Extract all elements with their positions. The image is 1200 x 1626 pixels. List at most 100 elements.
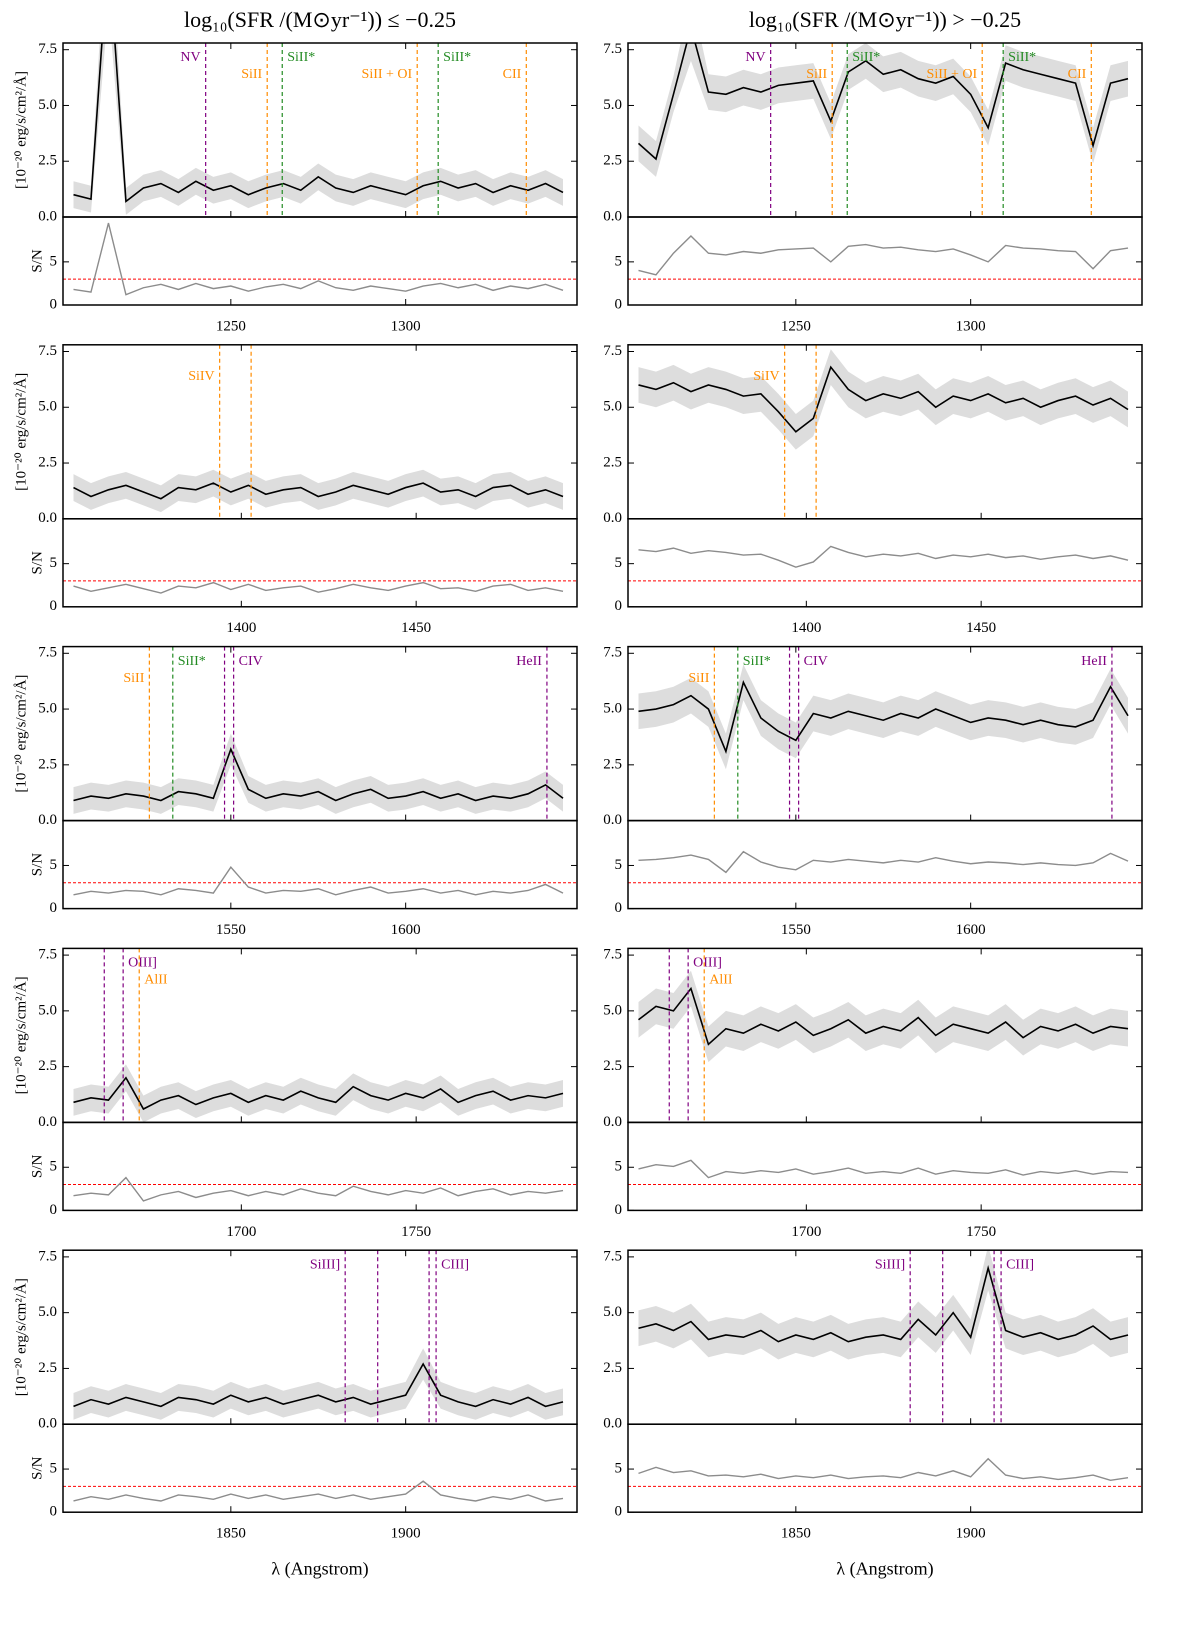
line-label: SiII*: [287, 50, 315, 65]
error-band: [638, 349, 1129, 450]
snr-tick-label: 0: [50, 1202, 58, 1218]
snr-tick-label: 0: [50, 900, 58, 916]
x-tick-label: 1550: [216, 922, 246, 938]
y-tick-label: 5.0: [38, 97, 57, 113]
x-tick-label: 1700: [226, 1224, 256, 1240]
error-band: [73, 43, 564, 215]
snr-axis-label: S/N: [29, 1456, 45, 1480]
snr-tick-label: 0: [50, 1504, 58, 1520]
flux-line: [638, 1264, 1129, 1343]
line-label: SiII + OI: [362, 67, 413, 82]
flux-line: [638, 679, 1129, 754]
y-tick-label: 0.0: [38, 812, 57, 828]
y-tick-label: 5.0: [38, 399, 57, 415]
line-label: CII: [1068, 67, 1087, 82]
snr-tick-label: 5: [615, 555, 623, 571]
y-tick-label: 7.5: [603, 41, 622, 57]
snr-line: [73, 1480, 564, 1502]
y-tick-label: 7.5: [603, 947, 622, 963]
line-label: CIV: [804, 654, 828, 669]
y-axis-label: [10⁻²⁰ erg/s/cm²/Å]: [13, 675, 29, 793]
error-band: [73, 469, 564, 513]
x-tick-label: 1550: [781, 922, 811, 938]
snr-frame: [627, 819, 1143, 910]
line-label: SiIV: [753, 369, 779, 384]
y-tick-label: 0.0: [603, 1416, 622, 1432]
y-tick-label: 7.5: [603, 343, 622, 359]
line-label: NV: [180, 50, 200, 65]
y-axis-label: [10⁻²⁰ erg/s/cm²/Å]: [13, 976, 29, 1094]
y-tick-label: 5.0: [38, 1002, 57, 1018]
x-tick-label: 1600: [391, 922, 421, 938]
flux-line: [73, 747, 564, 802]
snr-tick-label: 0: [50, 598, 58, 614]
x-tick-label: 1850: [781, 1526, 811, 1542]
y-tick-label: 0.0: [38, 208, 57, 224]
snr-tick-label: 5: [615, 1461, 623, 1477]
line-label: SiII*: [178, 654, 206, 669]
line-label: AlII: [709, 973, 733, 988]
y-tick-label: 7.5: [38, 343, 57, 359]
snr-tick-label: 0: [615, 598, 623, 614]
x-tick-label: 1700: [791, 1224, 821, 1240]
snr-line: [73, 866, 564, 896]
y-tick-label: 5.0: [38, 1304, 57, 1320]
snr-tick-label: 0: [50, 296, 58, 312]
snr-line: [73, 581, 564, 594]
y-tick-label: 7.5: [603, 645, 622, 661]
snr-line: [73, 222, 564, 296]
snr-tick-label: 5: [50, 857, 58, 873]
y-tick-label: 5.0: [603, 1304, 622, 1320]
snr-line: [638, 1159, 1129, 1179]
flux-line: [638, 365, 1129, 433]
x-tick-label: 1450: [966, 620, 996, 636]
y-tick-label: 2.5: [38, 1058, 57, 1074]
snr-frame: [627, 1121, 1143, 1212]
y-tick-label: 2.5: [603, 756, 622, 772]
column-title: log₁₀(SFR /(M⊙yr⁻¹)) > −0.25: [749, 7, 1021, 32]
snr-tick-label: 5: [50, 253, 58, 269]
x-tick-label: 1750: [966, 1224, 996, 1240]
x-tick-label: 1250: [781, 318, 811, 334]
line-label: CIII]: [441, 1257, 469, 1272]
y-axis-label: [10⁻²⁰ erg/s/cm²/Å]: [13, 373, 29, 491]
y-tick-label: 0.0: [603, 1114, 622, 1130]
snr-frame: [62, 1121, 578, 1212]
snr-tick-label: 5: [50, 1159, 58, 1175]
snr-frame: [627, 1423, 1143, 1513]
snr-line: [638, 850, 1129, 874]
snr-tick-label: 5: [615, 253, 623, 269]
line-label: NV: [745, 50, 765, 65]
line-label: CII: [503, 67, 522, 82]
snr-axis-label: S/N: [29, 551, 45, 575]
line-label: AlII: [144, 973, 168, 988]
y-tick-label: 0.0: [38, 1416, 57, 1432]
x-tick-label: 1450: [401, 620, 431, 636]
y-tick-label: 2.5: [603, 153, 622, 169]
y-tick-label: 5.0: [603, 97, 622, 113]
line-label: SiII + OI: [927, 67, 978, 82]
line-label: SiII: [241, 67, 262, 82]
x-tick-label: 1900: [391, 1526, 421, 1542]
y-tick-label: 5.0: [603, 399, 622, 415]
y-tick-label: 2.5: [603, 1058, 622, 1074]
y-tick-label: 2.5: [603, 1360, 622, 1376]
flux-line: [73, 43, 564, 203]
x-tick-label: 1400: [226, 620, 256, 636]
y-tick-label: 2.5: [38, 1360, 57, 1376]
y-tick-label: 7.5: [38, 947, 57, 963]
y-axis-label: [10⁻²⁰ erg/s/cm²/Å]: [13, 71, 29, 189]
snr-frame: [627, 518, 1143, 608]
snr-tick-label: 5: [50, 1461, 58, 1477]
snr-line: [638, 234, 1129, 276]
line-label: OIII]: [693, 956, 722, 971]
snr-tick-label: 0: [615, 1202, 623, 1218]
snr-frame: [62, 819, 578, 910]
line-label: SiII*: [1008, 50, 1036, 65]
y-tick-label: 7.5: [603, 1248, 622, 1264]
x-axis-label: λ (Angstrom): [271, 1558, 368, 1579]
snr-line: [638, 545, 1129, 568]
line-label: SiIII]: [310, 1257, 340, 1272]
line-label: OIII]: [128, 956, 157, 971]
